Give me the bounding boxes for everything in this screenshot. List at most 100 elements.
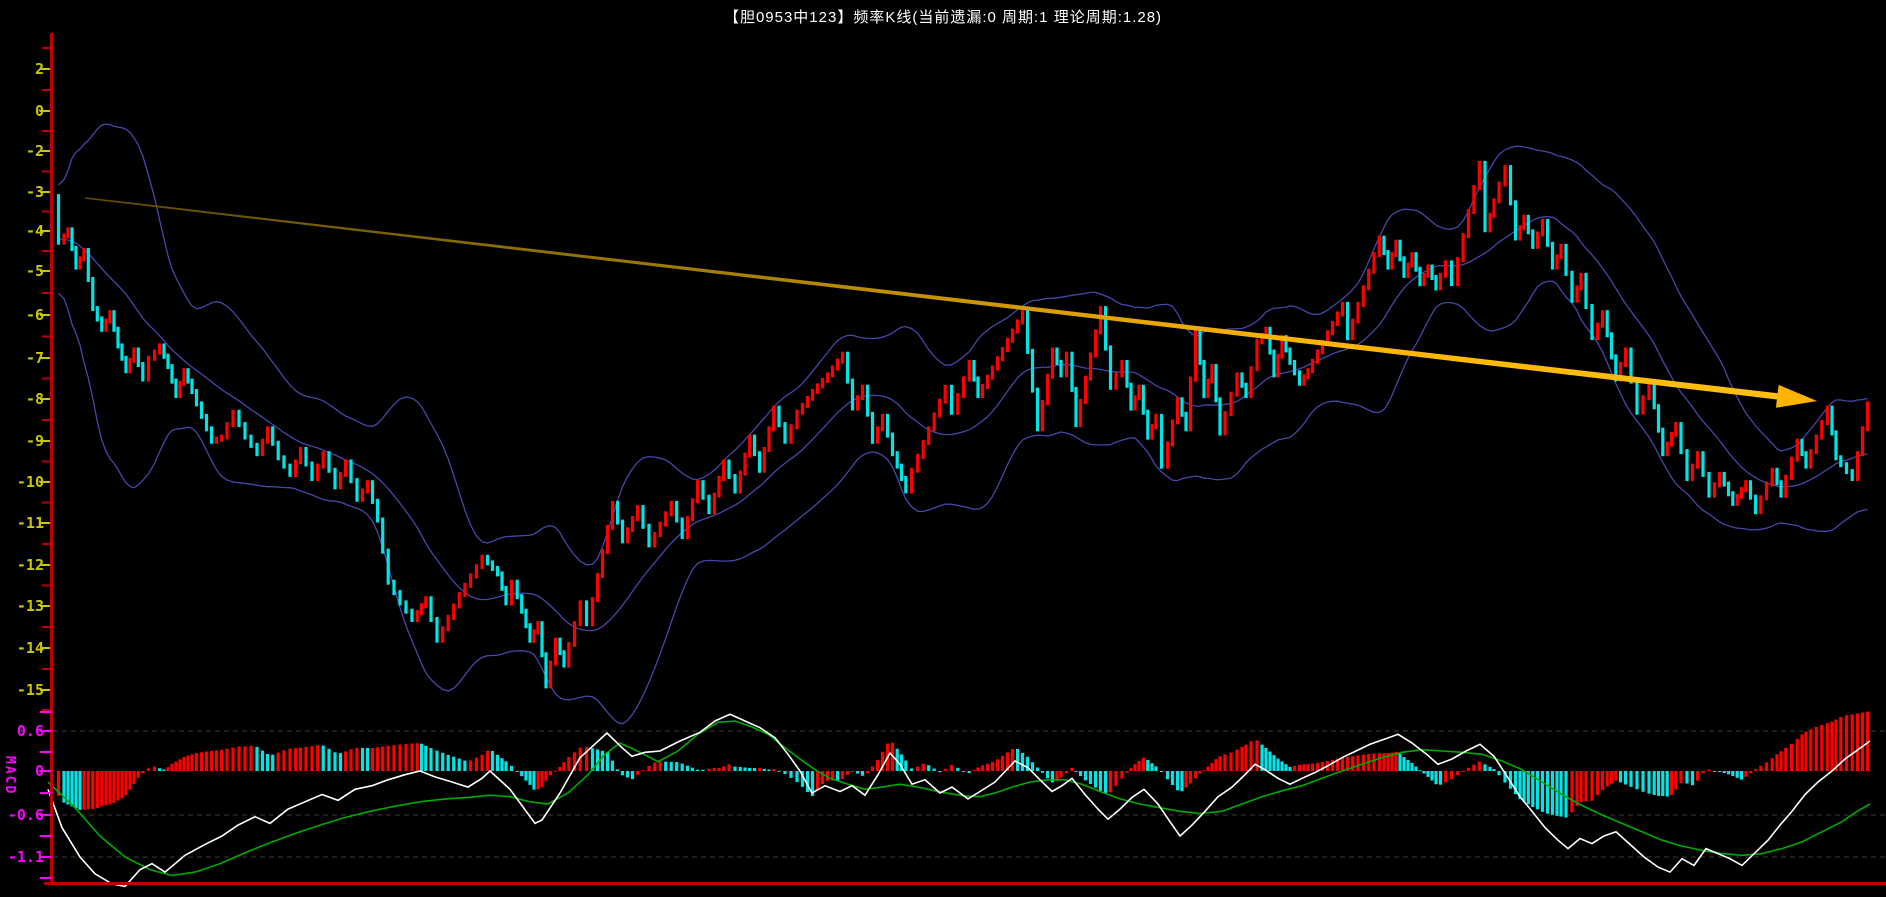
candle	[1390, 252, 1394, 270]
macd-histogram-bar	[1020, 752, 1025, 771]
candle	[810, 389, 815, 401]
candle	[1297, 370, 1302, 386]
macd-histogram-bar	[1064, 771, 1069, 774]
macd-histogram-bar	[1050, 771, 1055, 783]
candle	[562, 650, 566, 668]
candle	[1198, 326, 1202, 365]
macd-histogram-bar	[1284, 764, 1288, 771]
macd-histogram-bar	[850, 771, 855, 772]
macd-histogram-bar	[170, 763, 174, 771]
candle	[1850, 469, 1854, 481]
candle	[293, 459, 298, 477]
macd-histogram-bar	[282, 750, 286, 771]
macd-histogram-bar	[620, 771, 625, 776]
candle	[835, 358, 840, 371]
y-axis-label-main: -14	[16, 639, 44, 657]
candle	[1555, 254, 1559, 270]
candle	[190, 378, 194, 394]
macd-histogram-bar	[124, 771, 128, 796]
candle	[1146, 409, 1150, 440]
candle	[1377, 235, 1381, 258]
candle	[532, 629, 536, 643]
macd-histogram-bar	[1488, 766, 1492, 771]
candle	[938, 398, 942, 418]
candle	[108, 310, 112, 324]
macd-histogram-bar	[338, 753, 343, 771]
candle	[990, 365, 995, 380]
macd-histogram-bar	[1280, 761, 1284, 771]
macd-histogram-bar	[743, 767, 747, 771]
macd-histogram-bar	[536, 771, 540, 790]
candle	[540, 621, 544, 658]
macd-histogram-bar	[1701, 771, 1705, 774]
macd-histogram-bar	[1288, 766, 1292, 771]
candle	[1647, 380, 1651, 401]
macd-histogram-bar	[1492, 769, 1496, 771]
candle	[815, 383, 820, 394]
macd-histogram-bar	[845, 771, 850, 775]
y-axis-label-main: -10	[16, 473, 44, 491]
macd-histogram-bar	[916, 766, 920, 771]
macd-histogram-bar	[995, 759, 1000, 771]
candle	[166, 353, 170, 370]
macd-histogram-bar	[635, 771, 640, 775]
candle	[875, 426, 880, 444]
macd-histogram-bar	[1159, 771, 1164, 772]
y-axis-tick-minor	[42, 584, 50, 587]
macd-histogram-bar	[1198, 771, 1202, 774]
candle	[1184, 411, 1188, 432]
macd-histogram-bar	[490, 750, 495, 771]
candle	[701, 480, 705, 500]
candle	[916, 453, 920, 473]
candle	[1735, 494, 1739, 506]
macd-histogram-bar	[595, 749, 600, 771]
macd-histogram-bar	[927, 765, 931, 771]
candle	[1685, 449, 1689, 481]
macd-histogram-bar	[112, 771, 116, 803]
candle	[1154, 413, 1158, 430]
macd-histogram-bar	[1735, 771, 1739, 778]
candle	[1325, 330, 1330, 345]
macd-histogram-bar	[1438, 771, 1443, 785]
macd-histogram-bar	[1235, 749, 1239, 771]
macd-histogram-bar	[1759, 765, 1763, 771]
candle	[500, 571, 504, 591]
candle	[1402, 256, 1406, 278]
candle	[1000, 347, 1005, 362]
candle	[1438, 272, 1443, 291]
macd-histogram-bar	[398, 744, 402, 771]
candle	[1394, 239, 1398, 258]
candle	[82, 248, 86, 262]
macd-histogram-bar	[520, 771, 524, 777]
macd-histogram-bar	[1656, 771, 1661, 796]
macd-histogram-bar	[214, 750, 219, 771]
candle	[536, 621, 540, 635]
macd-histogram-bar	[865, 771, 870, 774]
candle	[1129, 382, 1133, 411]
candle	[1292, 360, 1297, 376]
macd-histogram-bar	[572, 752, 577, 772]
candle	[1218, 397, 1222, 436]
candle	[365, 480, 370, 494]
macd-histogram-bar	[548, 771, 553, 776]
candle	[1669, 431, 1674, 447]
candle	[899, 463, 904, 481]
macd-histogram-bar	[1249, 741, 1253, 771]
macd-histogram-bar	[985, 763, 990, 771]
candle	[615, 500, 620, 525]
candle	[1717, 471, 1722, 488]
macd-histogram-bar	[419, 743, 424, 771]
y-axis-label-macd: -0.6	[7, 806, 44, 824]
candle	[980, 383, 985, 399]
candle	[178, 380, 182, 399]
candle	[1398, 239, 1402, 262]
macd-histogram-bar	[1292, 765, 1297, 771]
candle	[1165, 441, 1170, 469]
macd-histogram-bar	[1779, 751, 1783, 771]
macd-histogram-bar	[783, 771, 787, 775]
candle	[1860, 426, 1865, 457]
candle	[605, 525, 610, 554]
macd-histogram-bar	[1240, 746, 1244, 771]
macd-histogram-bar	[1784, 747, 1788, 771]
